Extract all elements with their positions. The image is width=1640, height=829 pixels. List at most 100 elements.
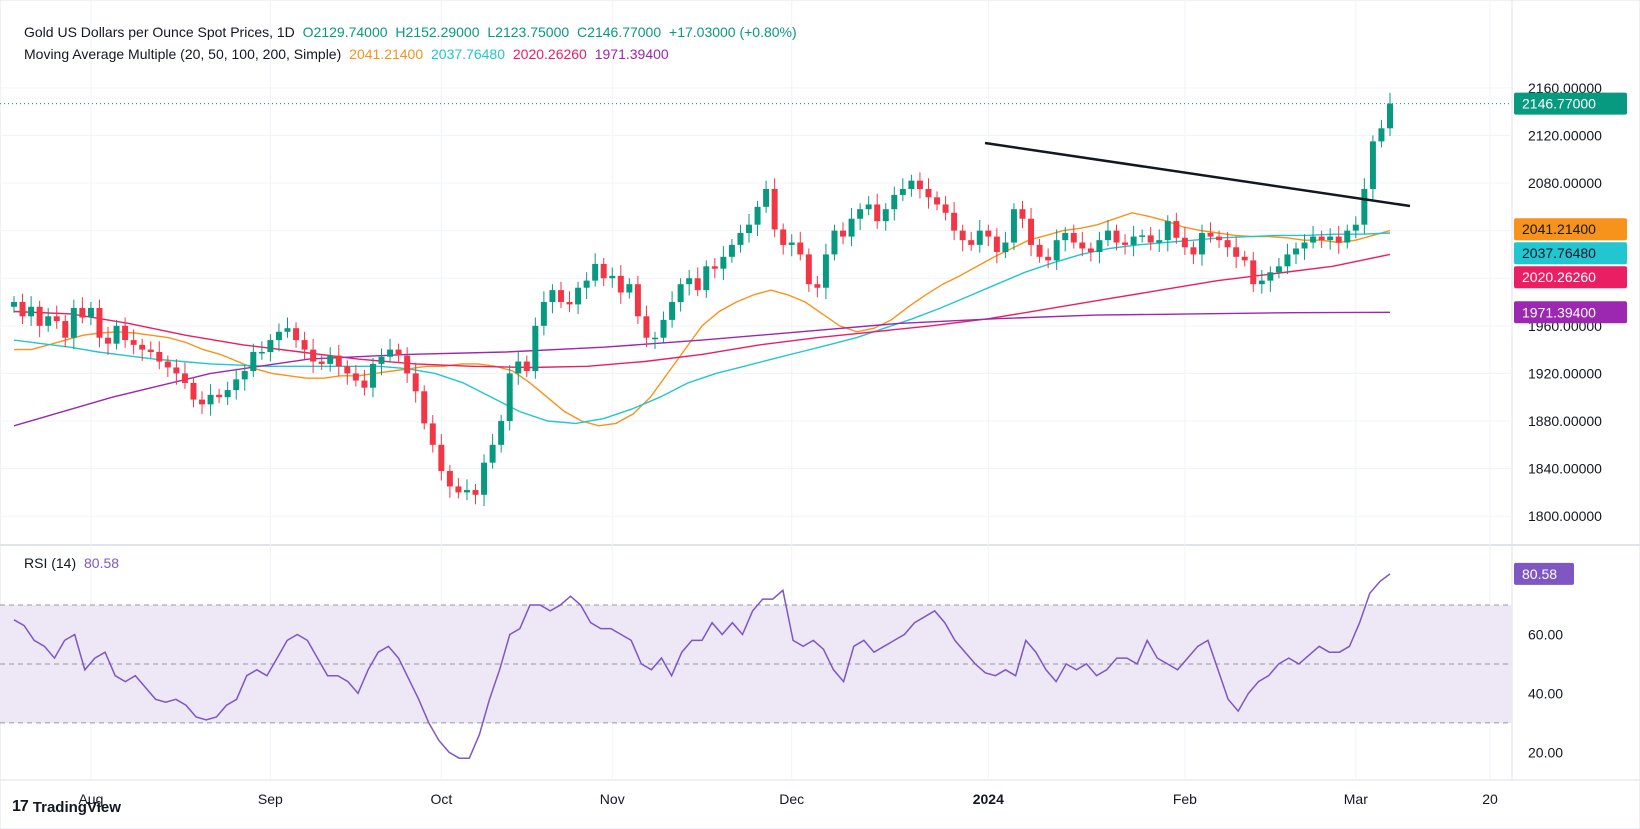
candle-body	[882, 209, 889, 222]
candle-body	[378, 356, 385, 364]
ma50-line	[13, 232, 1391, 425]
candle-body	[780, 229, 787, 245]
candle-body	[1344, 230, 1351, 243]
candle-body	[677, 284, 684, 303]
candle-body	[694, 278, 701, 291]
candle-body	[1164, 221, 1171, 241]
axis-price-badge-label: 2041.21400	[1522, 221, 1596, 237]
axis-price-badges: 2146.77000 2041.21400 2037.76480 2020.26260…	[1514, 92, 1627, 585]
candle-body	[968, 240, 975, 245]
candle-body	[421, 391, 428, 424]
candle-body	[1198, 233, 1205, 255]
candle-body	[976, 230, 983, 245]
candle-body	[387, 349, 394, 357]
candle-body	[583, 280, 590, 288]
price-tick-label: 2120.00000	[1528, 127, 1602, 143]
candle-body	[233, 379, 240, 391]
brand-name: TradingView	[32, 798, 121, 816]
trend-line[interactable]	[984, 141, 1411, 208]
ma200-line	[13, 311, 1391, 427]
candle-body	[62, 321, 69, 338]
candle-body	[908, 180, 915, 189]
candle-body	[1335, 236, 1342, 243]
candle-body	[617, 275, 624, 293]
candle-body	[181, 373, 188, 383]
candle-body	[942, 204, 949, 213]
candle-body	[224, 390, 231, 398]
tradingview-logo-icon: 17	[12, 798, 29, 815]
candle-body	[1361, 188, 1368, 225]
candle-body	[275, 331, 282, 341]
candle-body	[1079, 242, 1086, 249]
ma20-value: 2041.21400	[349, 46, 424, 62]
candle-body	[916, 180, 923, 189]
candle-body	[865, 204, 872, 210]
tradingview-logo[interactable]: 17 TradingView	[12, 798, 121, 816]
axis-price-badge-label: 2037.76480	[1522, 245, 1596, 261]
candle-body	[412, 373, 419, 392]
candle-body	[1156, 240, 1163, 243]
candle-body	[395, 349, 402, 356]
candle-body	[498, 421, 505, 445]
candle-body	[1378, 128, 1385, 142]
candle-body	[156, 352, 163, 362]
candle-body	[523, 361, 530, 372]
candle-body	[1139, 235, 1146, 237]
candle-body	[446, 470, 453, 487]
candle-body	[139, 344, 146, 350]
rsi-line	[13, 573, 1391, 759]
high-value: H2152.29000	[395, 24, 480, 40]
candle-body	[53, 316, 60, 322]
open-value: O2129.74000	[302, 24, 388, 40]
candle-body	[728, 244, 735, 257]
candle-body	[1327, 236, 1334, 241]
rsi-axis-badge	[1514, 562, 1574, 585]
candle-body	[557, 290, 564, 303]
candle-body	[660, 319, 667, 338]
axis-price-badge	[1514, 266, 1627, 289]
time-tick-label: 2024	[973, 791, 1004, 807]
candle-body	[1002, 242, 1009, 253]
rsi-polyline	[13, 573, 1391, 759]
candle-body	[686, 278, 693, 285]
candle-body	[814, 284, 821, 288]
ma20-line	[14, 212, 1391, 427]
candle-body	[959, 230, 966, 241]
ma200-value: 1971.39400	[594, 46, 669, 62]
candle-body	[1387, 103, 1393, 129]
candle-body	[626, 284, 633, 293]
candle-body	[45, 316, 52, 326]
axis-price-badge	[1514, 218, 1627, 241]
candle-body	[600, 263, 607, 279]
candle-body	[11, 302, 17, 307]
candle-body	[19, 302, 26, 317]
candle-body	[831, 230, 838, 255]
axis-price-badge	[1514, 242, 1627, 265]
candle-body	[874, 204, 881, 222]
candle-body	[301, 340, 308, 350]
candle-body	[241, 371, 248, 380]
candle-body	[575, 287, 582, 305]
candle-body	[1207, 233, 1214, 237]
time-tick-label: Sep	[258, 791, 283, 807]
candle-body	[87, 307, 94, 318]
candle-body	[1087, 248, 1094, 253]
candle-body	[1062, 233, 1069, 241]
candle-body	[669, 302, 676, 320]
candle-body	[327, 355, 334, 364]
candle-body	[1275, 266, 1282, 273]
rsi-axis-badge-label: 80.58	[1522, 566, 1557, 582]
candle-body	[113, 325, 120, 344]
axis-price-badge	[1514, 301, 1627, 324]
candle-body	[1053, 240, 1060, 261]
candle-body	[788, 242, 795, 245]
candle-body	[1028, 218, 1035, 245]
candle-body	[352, 373, 359, 381]
candle-body	[703, 266, 710, 291]
candle-body	[720, 256, 727, 269]
legend-ma: Moving Average Multiple (20, 50, 100, 20…	[24, 46, 673, 62]
candle-body	[737, 233, 744, 245]
candle-body	[1036, 244, 1043, 257]
candle-body	[369, 363, 376, 388]
